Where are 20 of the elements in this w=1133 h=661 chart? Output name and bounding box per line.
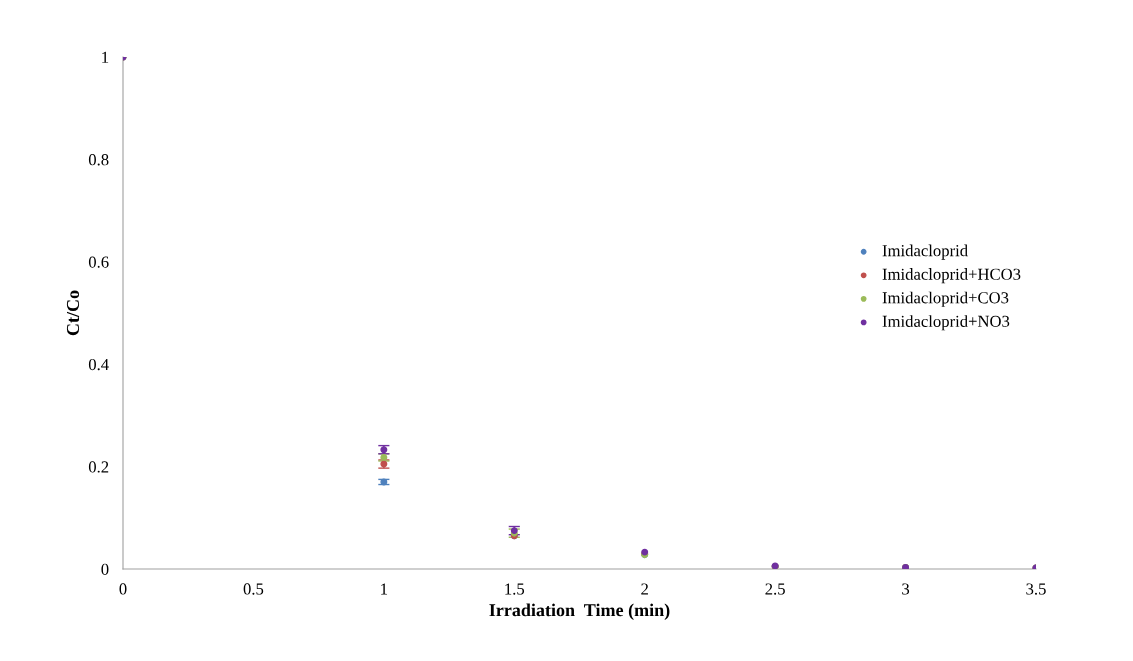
x-tick-label: 1.5 — [505, 583, 525, 595]
x-tick-label: 0 — [119, 583, 127, 595]
y-tick-label: 0 — [101, 563, 109, 575]
y-tick-label: 0.4 — [88, 358, 109, 371]
legend-label: Imidacloprid+HCO3 — [882, 268, 1021, 284]
legend-label: Imidacloprid+NO3 — [882, 315, 1010, 331]
x-tick-label: 2 — [641, 583, 648, 595]
x-tick-label: 1 — [381, 583, 388, 595]
legend-label: Imidacloprid — [882, 244, 968, 260]
legend-label: Imidacloprid+CO3 — [882, 291, 1009, 307]
x-tick-label: 3 — [902, 583, 910, 595]
y-tick-label: 0.6 — [88, 256, 109, 268]
x-axis-title: Irradiation Time (min) — [489, 603, 670, 620]
x-tick-label: 3.5 — [1026, 583, 1046, 595]
y-tick-label: 0.8 — [88, 154, 109, 166]
x-tick-label: 0.5 — [243, 583, 264, 595]
y-axis-title: Ct/Co — [66, 290, 80, 336]
y-tick-label: 0.2 — [88, 461, 109, 473]
x-tick-label: 2.5 — [765, 583, 785, 595]
y-tick-label: 1 — [102, 51, 109, 63]
